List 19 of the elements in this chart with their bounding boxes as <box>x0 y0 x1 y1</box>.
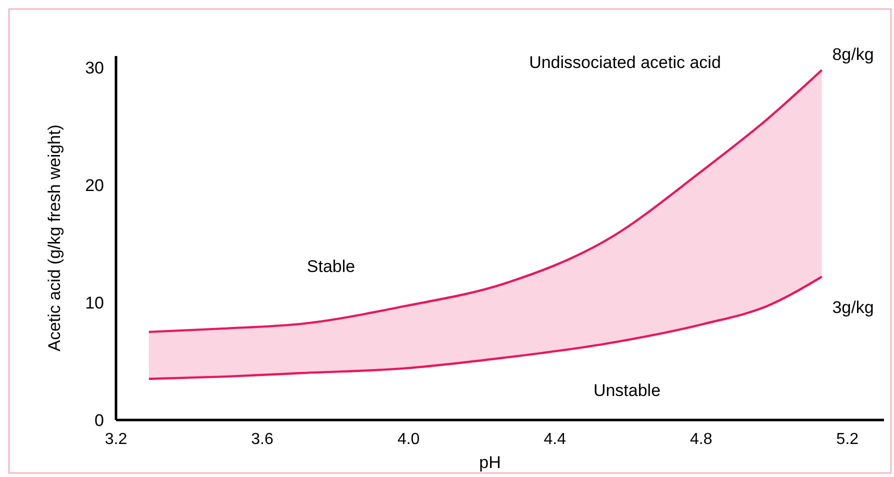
x-tick-label: 4.0 <box>397 431 420 448</box>
annotation: Undissociated acetic acid <box>529 53 721 72</box>
annotation: Stable <box>306 257 356 276</box>
line-series <box>148 68 823 334</box>
x-tick-label: 4.4 <box>544 431 566 448</box>
x-tick-label: 3.2 <box>104 431 128 448</box>
y-axis-title: Acetic acid (g/kg fresh weight) <box>45 124 64 352</box>
y-tick-label: 30 <box>85 58 104 78</box>
x-tick-label: 4.8 <box>690 431 712 448</box>
y-tick-label: 0 <box>94 411 104 430</box>
line-series <box>148 276 823 380</box>
x-tick-label: 5.2 <box>836 431 859 448</box>
x-tick-label: 3.6 <box>251 431 274 448</box>
annotation: Unstable <box>593 381 661 400</box>
y-tick-label: 20 <box>85 176 104 196</box>
annotation: 3g/kg <box>832 298 874 317</box>
annotation: 8g/kg <box>832 45 874 64</box>
y-tick-label: 10 <box>85 294 104 313</box>
x-axis-title: pH <box>479 453 501 472</box>
